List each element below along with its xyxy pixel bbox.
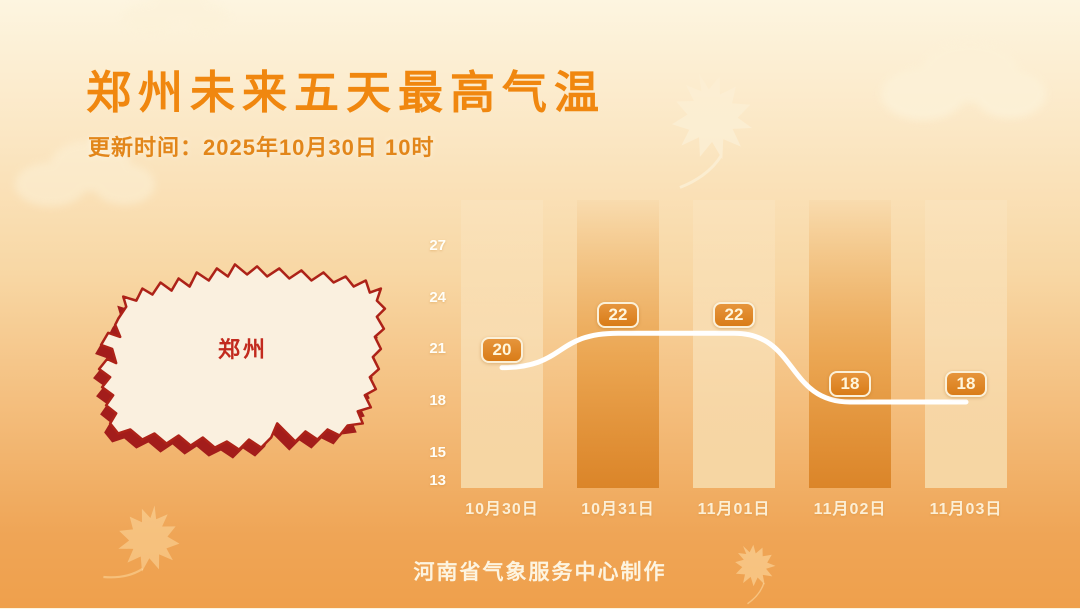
temp-value-badge-2: 22 bbox=[713, 302, 755, 329]
x-axis-label-3: 11月02日 bbox=[813, 501, 887, 518]
temp-value-badge-3: 18 bbox=[829, 371, 871, 397]
y-axis-tick-18: 18 bbox=[429, 392, 446, 409]
x-axis-label-1: 10月31日 bbox=[581, 501, 655, 518]
page-title: 郑州未来五天最高气温 bbox=[86, 67, 607, 118]
y-axis-tick-24: 24 bbox=[429, 288, 446, 306]
map-shape-icon bbox=[93, 263, 387, 459]
y-axis-tick-15: 15 bbox=[429, 443, 446, 461]
y-axis-tick-21: 21 bbox=[429, 340, 446, 358]
region-label: 郑州 bbox=[218, 337, 269, 362]
update-time: 更新时间：2025年10月30日 10时 bbox=[88, 135, 435, 160]
temp-value-badge-1: 22 bbox=[597, 302, 639, 329]
footer-credit: 河南省气象服务中心制作 bbox=[413, 561, 667, 584]
temp-value-badge-0: 20 bbox=[481, 336, 523, 363]
day-bar-2 bbox=[693, 200, 775, 488]
day-bar-4 bbox=[925, 200, 1007, 488]
y-axis-tick-27: 27 bbox=[429, 237, 446, 255]
x-axis-label-0: 10月30日 bbox=[465, 501, 539, 518]
y-axis-tick-13: 13 bbox=[429, 472, 446, 489]
x-axis-label-4: 11月03日 bbox=[929, 501, 1003, 518]
day-bar-1 bbox=[577, 200, 659, 488]
day-bar-3 bbox=[809, 200, 891, 488]
zhengzhou-map: 郑州 bbox=[86, 246, 398, 468]
temp-value-badge-4: 18 bbox=[945, 371, 987, 397]
x-axis-label-2: 11月01日 bbox=[697, 501, 771, 518]
